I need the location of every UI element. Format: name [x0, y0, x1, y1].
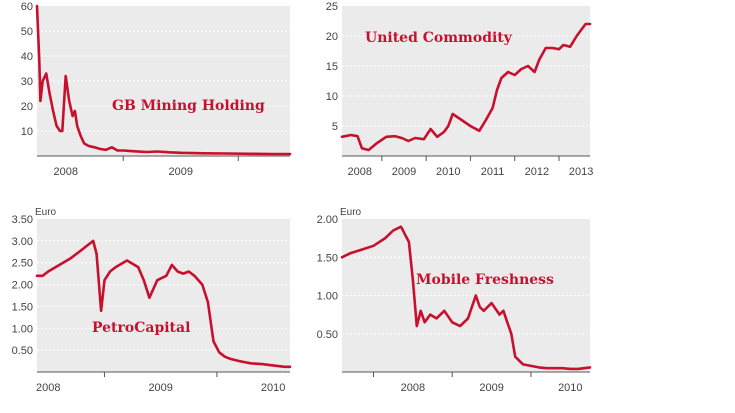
y-tick-label: 1.50: [12, 301, 33, 313]
x-tick-label: 2010: [558, 382, 582, 394]
y-tick-label: 0.50: [12, 345, 33, 357]
y-tick-label: 3.00: [12, 236, 33, 248]
y-tick-label: 40: [21, 51, 33, 63]
x-tick-label: 2011: [481, 166, 505, 178]
y-tick-label: 2.00: [12, 280, 33, 292]
x-tick-label: 2008: [54, 166, 78, 178]
panel-petrocapital: 3.50 3.00 2.50 2.00 1.50 1.00 0.50 2008 2009 201…: [12, 207, 292, 394]
y-tick-label: 0.50: [317, 329, 338, 341]
y-tick-label: 10: [326, 91, 338, 103]
x-tick-label: 2013: [569, 166, 593, 178]
x-tick-label: 2010: [261, 382, 285, 394]
y-tick-labels: 2.00 1.50 1.00 0.50: [317, 214, 338, 341]
x-tick-label: 2009: [479, 382, 503, 394]
gridlines: [342, 256, 590, 335]
x-tick-label: 2009: [148, 382, 172, 394]
y-tick-label: 10: [21, 126, 33, 138]
x-tick-label: 2010: [436, 166, 460, 178]
chart-title: PetroCapital: [92, 320, 190, 336]
y-tick-label: 60: [21, 1, 33, 13]
chart-title: GB Mining Holding: [112, 98, 265, 114]
y-tick-label: 20: [326, 31, 338, 43]
series-line: [35, 239, 292, 369]
x-tick-label: 2012: [525, 166, 549, 178]
series-line: [340, 22, 592, 152]
x-tick-labels: 2008 2009 2010 2011 2012 2013: [347, 156, 593, 178]
y-tick-label: 5: [332, 121, 338, 133]
series-line: [340, 225, 592, 371]
chart-title: Mobile Freshness: [416, 272, 554, 288]
panel-mobile-freshness: 2.00 1.50 1.00 0.50 2008 2009 2010 Euro Mobil…: [317, 207, 592, 394]
y-tick-label: 1.00: [12, 323, 33, 335]
y-tick-label: 15: [326, 61, 338, 73]
y-tick-label: 50: [21, 26, 33, 38]
y-tick-label: 2.50: [12, 258, 33, 270]
unit-label: Euro: [340, 207, 362, 218]
y-tick-label: 3.50: [12, 214, 33, 226]
x-tick-labels: 2008 2009 2010: [36, 372, 285, 394]
x-tick-labels: 2008 2009: [54, 156, 239, 178]
y-tick-label: 1.50: [317, 252, 338, 264]
plot-background: [37, 219, 290, 372]
panel-united-commodity: 25 20 15 10 5 2008 2009 2010 2011 2012 2013 Unite…: [326, 1, 594, 178]
y-tick-labels: 25 20 15 10 5: [326, 1, 338, 133]
x-tick-label: 2008: [347, 166, 371, 178]
y-tick-label: 20: [21, 101, 33, 113]
y-tick-labels: 60 50 40 30 20 10: [21, 1, 33, 138]
x-tick-label: 2009: [169, 166, 193, 178]
unit-label: Euro: [35, 207, 57, 218]
plot-background: [342, 6, 590, 156]
y-tick-label: 30: [21, 76, 33, 88]
y-tick-labels: 3.50 3.00 2.50 2.00 1.50 1.00 0.50: [12, 214, 33, 357]
series-line: [35, 4, 292, 156]
gridlines: [342, 35, 590, 127]
x-tick-labels: 2008 2009 2010: [372, 372, 583, 394]
x-tick-label: 2008: [36, 382, 60, 394]
y-tick-label: 2.00: [317, 214, 338, 226]
y-tick-label: 1.00: [317, 291, 338, 303]
x-tick-label: 2008: [401, 382, 425, 394]
panel-gb-mining-holding: 60 50 40 30 20 10 2008 2009 GB Mining Holding: [21, 1, 292, 178]
x-tick-label: 2009: [392, 166, 416, 178]
y-tick-label: 25: [326, 1, 338, 13]
chart-title: United Commodity: [365, 30, 513, 46]
